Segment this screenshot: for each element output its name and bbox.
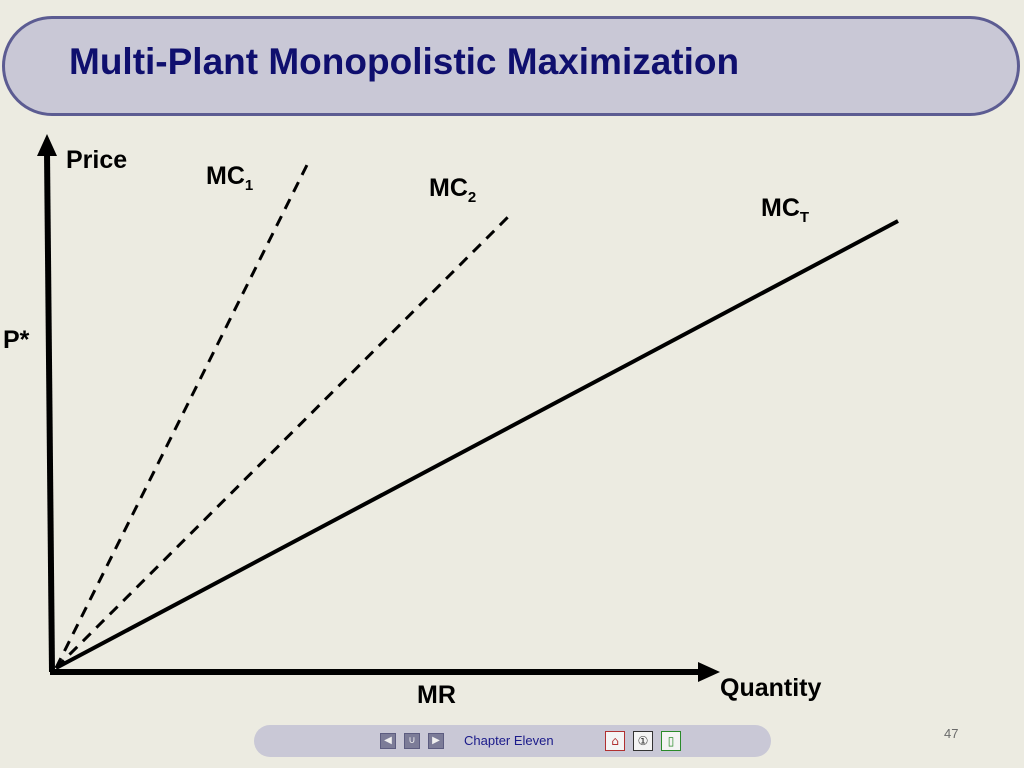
mc1-label: MC1 bbox=[206, 162, 254, 194]
next-icon[interactable]: ▶ bbox=[428, 733, 444, 749]
page-number: 47 bbox=[944, 726, 959, 741]
mc2-label: MC2 bbox=[429, 174, 477, 206]
mr-label: MR bbox=[417, 681, 456, 709]
chapter-link[interactable]: Chapter Eleven bbox=[464, 733, 554, 748]
y-axis-label: Price bbox=[66, 146, 128, 174]
y-axis-arrowhead bbox=[37, 134, 57, 156]
price-marker-label: P* bbox=[3, 326, 30, 354]
home-icon[interactable]: ⌂ bbox=[605, 731, 625, 751]
mct-label-sub: T bbox=[799, 209, 810, 226]
x-axis-arrowhead bbox=[698, 662, 720, 682]
title-bar: Multi-Plant Monopolistic Maximization bbox=[2, 16, 1020, 116]
mct-curve bbox=[55, 219, 899, 670]
mc2-label-main: MC bbox=[429, 174, 468, 202]
mc2-label-sub: 2 bbox=[467, 189, 477, 206]
y-axis bbox=[44, 151, 55, 673]
info-icon[interactable]: ① bbox=[633, 731, 653, 751]
mc1-curve bbox=[54, 164, 309, 669]
mc2-curve bbox=[54, 211, 514, 670]
mc1-label-main: MC bbox=[206, 162, 245, 190]
prev-icon[interactable]: ◀ bbox=[380, 733, 396, 749]
slide-title: Multi-Plant Monopolistic Maximization bbox=[69, 41, 740, 82]
exit-icon[interactable]: ▯ bbox=[661, 731, 681, 751]
x-axis-label: Quantity bbox=[720, 674, 822, 702]
mc1-label-sub: 1 bbox=[244, 177, 254, 194]
return-icon[interactable]: ∪ bbox=[404, 733, 420, 749]
mct-label: MCT bbox=[761, 194, 810, 226]
mct-label-main: MC bbox=[761, 194, 800, 222]
navigation-bar: ◀ ∪ ▶ Chapter Eleven ⌂ ① ▯ bbox=[254, 725, 771, 757]
